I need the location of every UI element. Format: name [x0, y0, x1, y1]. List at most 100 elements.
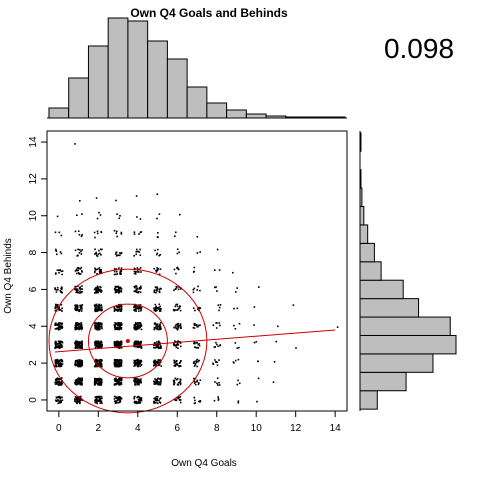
scatter-point: [54, 347, 56, 349]
scatter-point: [140, 399, 142, 402]
scatter-point: [218, 306, 221, 309]
y-histogram-bar: [359, 132, 362, 152]
scatter-point: [113, 229, 116, 232]
scatter-point: [79, 343, 81, 345]
scatter-point: [76, 214, 78, 216]
scatter-point: [114, 328, 117, 330]
scatter-point: [160, 365, 162, 367]
scatter-point: [137, 322, 139, 324]
scatter-point: [94, 305, 96, 308]
scatter-point: [135, 288, 138, 290]
scatter-point: [273, 361, 276, 363]
scatter-point: [75, 327, 77, 329]
scatter-point: [134, 400, 136, 403]
scatter-point: [174, 305, 177, 308]
scatter-point: [156, 399, 159, 402]
ellipse-inner: [87, 303, 168, 379]
scatter-point: [135, 307, 137, 309]
scatter-point: [195, 324, 198, 327]
scatter-point: [192, 288, 195, 291]
scatter-point: [160, 377, 162, 380]
scatter-point: [154, 310, 157, 312]
scatter-point: [178, 398, 181, 401]
scatter-point: [94, 267, 96, 270]
scatter-point: [178, 362, 181, 365]
scatter-point: [154, 303, 157, 306]
scatter-point: [156, 345, 158, 348]
scatter-point: [115, 340, 118, 343]
scatter-point: [193, 377, 195, 380]
scatter-point: [77, 397, 79, 399]
scatter-point: [194, 383, 197, 386]
scatter-point: [97, 289, 99, 291]
scatter-point: [80, 360, 82, 362]
scatter-point: [237, 400, 240, 402]
scatter-point: [99, 271, 101, 273]
x-tick-label: 0: [56, 423, 62, 434]
scatter-point: [100, 400, 102, 403]
scatter-point: [140, 231, 143, 233]
scatter-point: [54, 306, 56, 309]
scatter-point: [113, 270, 116, 273]
scatter-point: [178, 307, 181, 309]
scatter-point: [78, 347, 81, 349]
scatter-point: [174, 377, 177, 380]
scatter-point: [120, 310, 123, 312]
scatter-point: [173, 268, 176, 271]
scatter-point: [155, 361, 158, 364]
scatter-point: [120, 305, 122, 307]
scatter-point: [139, 288, 141, 290]
scatter-point: [78, 363, 80, 365]
scatter-point: [138, 360, 140, 362]
scatter-point: [61, 287, 63, 289]
scatter-point: [74, 342, 76, 344]
scatter-point: [81, 234, 83, 236]
scatter-point: [153, 347, 156, 349]
scatter-point: [198, 306, 200, 309]
scatter-point: [97, 396, 100, 399]
scatter-point: [153, 309, 156, 311]
scatter-point: [76, 267, 79, 269]
scatter-point: [118, 310, 120, 312]
scatter-point: [74, 379, 77, 382]
scatter-point: [118, 397, 121, 400]
scatter-point: [175, 363, 177, 366]
scatter-point: [119, 286, 121, 289]
scatter-point: [176, 305, 179, 308]
scatter-point: [79, 292, 81, 294]
scatter-point: [218, 382, 220, 384]
scatter-point: [59, 396, 62, 399]
scatter-point: [158, 340, 160, 343]
scatter-point: [55, 383, 58, 385]
scatter-point: [196, 347, 198, 349]
scatter-point: [97, 291, 99, 294]
scatter-point: [95, 343, 98, 346]
scatter-point: [80, 345, 82, 347]
scatter-point: [116, 273, 119, 275]
scatter-point: [136, 364, 139, 366]
scatter-point: [136, 402, 139, 404]
scatter-point: [194, 346, 196, 348]
scatter-point: [116, 379, 119, 382]
scatter-point: [138, 400, 140, 403]
scatter-point: [158, 213, 161, 215]
scatter-point: [81, 361, 84, 364]
scatter-point: [179, 378, 182, 381]
scatter-point: [116, 291, 118, 294]
scatter-point: [96, 289, 98, 292]
scatter-point: [177, 381, 180, 384]
scatter-point: [153, 402, 156, 404]
scatter-point: [155, 286, 157, 289]
scatter-point: [59, 290, 62, 292]
scatter-point: [76, 345, 78, 348]
scatter-point: [133, 270, 136, 273]
scatter-point: [59, 347, 61, 349]
scatter-point: [196, 289, 198, 291]
scatter-point: [59, 365, 62, 367]
scatter-point: [100, 346, 103, 348]
x-axis-label: Own Q4 Goals: [171, 458, 237, 469]
scatter-point: [137, 365, 139, 368]
scatter-point: [193, 361, 195, 363]
scatter-point: [116, 382, 119, 385]
scatter-point: [81, 270, 83, 272]
